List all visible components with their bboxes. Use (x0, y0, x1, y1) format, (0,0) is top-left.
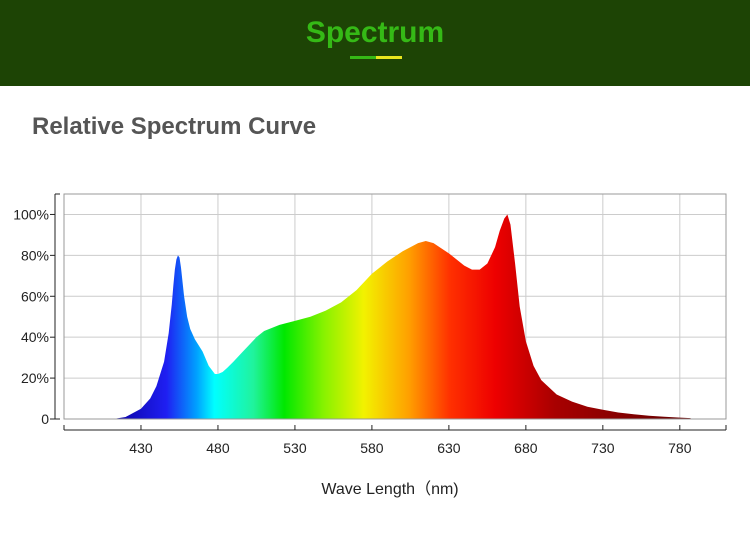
x-tick-label: 630 (437, 440, 461, 456)
y-tick-label: 40% (21, 329, 49, 345)
x-tick-labels: 430 480 530 580 630 680 730 780 (129, 425, 692, 456)
y-tick-label: 20% (21, 370, 49, 386)
spectrum-chart: 0 20% 40% 60% 80% 100% 430 480 530 580 630 680 730 7… (13, 193, 727, 498)
x-tick-label: 530 (283, 440, 307, 456)
section-title: Relative Spectrum Curve (32, 113, 317, 140)
y-tick-label: 0 (41, 411, 49, 427)
x-tick-label: 480 (206, 440, 230, 456)
header-underline-yellow (376, 56, 402, 59)
x-tick-label: 680 (514, 440, 538, 456)
x-tick-label: 580 (360, 440, 384, 456)
x-axis-label: Wave Length（nm) (321, 480, 458, 498)
plot-frame (63, 193, 727, 420)
y-tick-label: 60% (21, 288, 49, 304)
y-tick-label: 100% (13, 206, 49, 222)
header-banner: Spectrum (0, 0, 750, 86)
header-title: Spectrum (305, 16, 445, 49)
x-tick-label: 780 (668, 440, 692, 456)
x-tick-label: 730 (591, 440, 615, 456)
header-underline-green (350, 56, 376, 59)
x-tick-label: 430 (129, 440, 153, 456)
axis-layer (54, 193, 727, 431)
spectrum-area (113, 214, 691, 419)
y-tick-labels: 0 20% 40% 60% 80% 100% (13, 206, 55, 427)
y-tick-label: 80% (21, 247, 49, 263)
